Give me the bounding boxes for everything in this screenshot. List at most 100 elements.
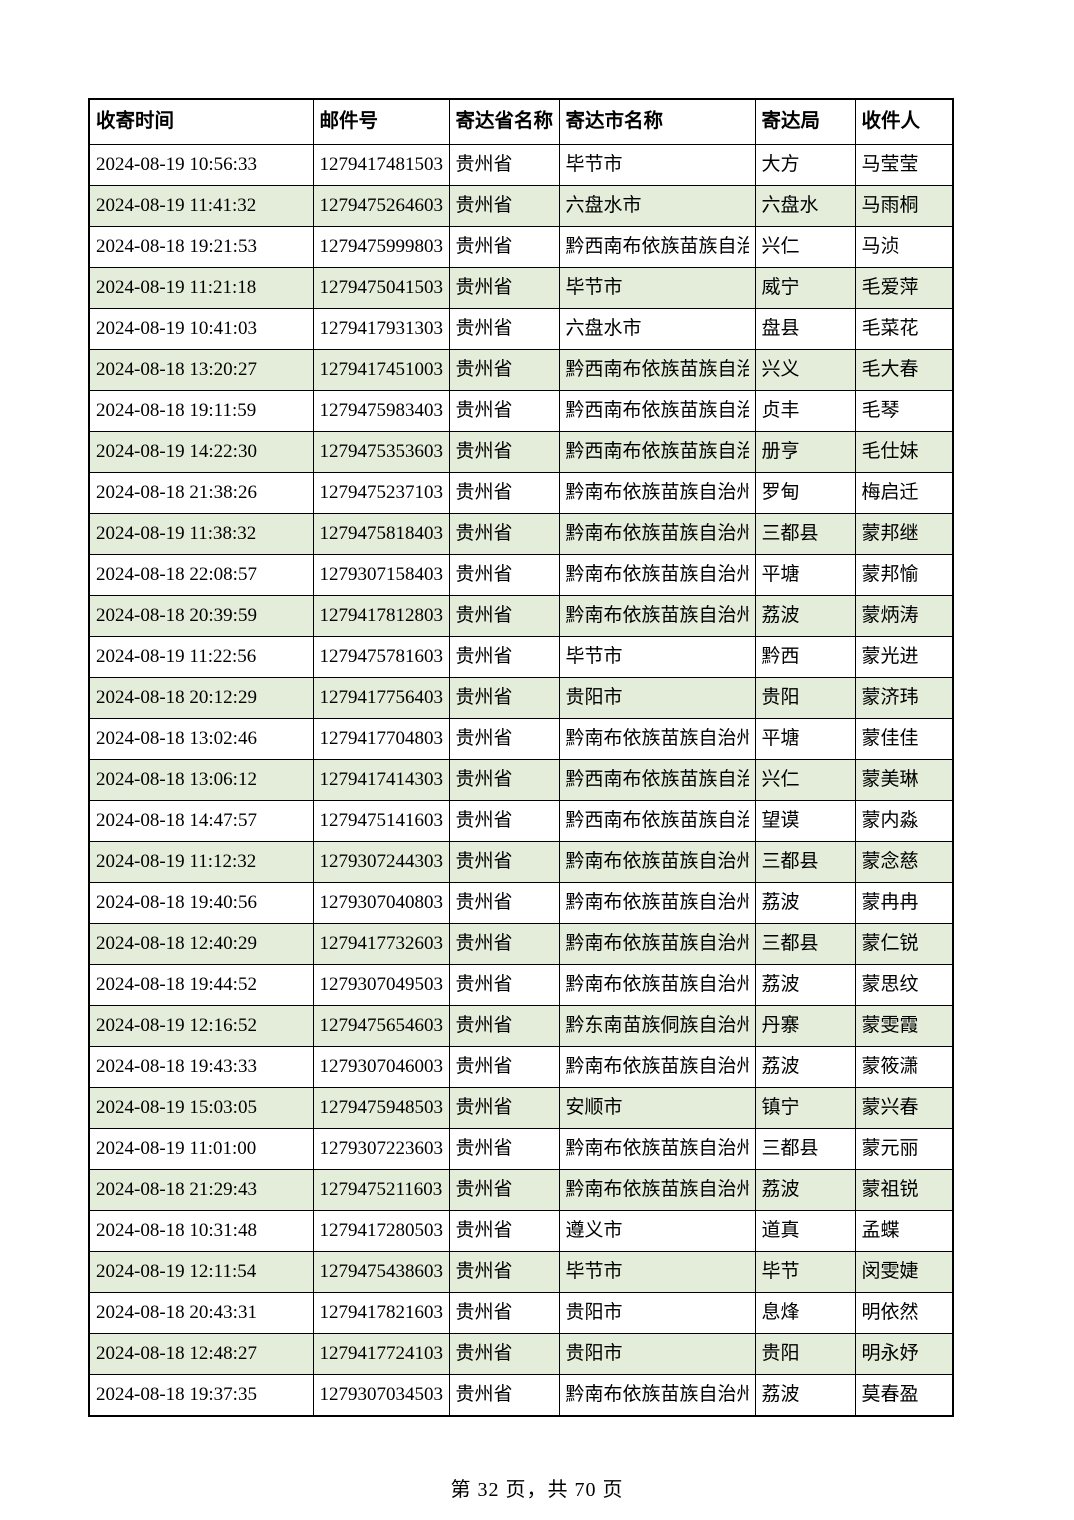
cell-province-name: 贵州省: [448, 1128, 560, 1170]
cell-delivery-office: 三都县: [754, 841, 856, 883]
cell-mail-number: 1279475818403: [312, 513, 450, 555]
cell-city-name-text: 六盘水市: [565, 195, 642, 216]
cell-mail-number: 1279307046003: [312, 1046, 450, 1088]
table-row: 2024-08-18 19:43:33 1279307046003 贵州省 黔南布依族…: [88, 1046, 954, 1088]
cell-receive-time: 2024-08-18 10:31:48: [88, 1210, 314, 1252]
cell-city-name: 黔西南布依族苗族自治州: [558, 800, 756, 842]
cell-city-name-text: 黔西南布依族苗族自治州: [565, 810, 749, 831]
cell-recipient: 马雨桐: [854, 185, 954, 227]
cell-recipient: 蒙祖锐: [854, 1169, 954, 1211]
cell-mail-number: 1279475438603: [312, 1251, 450, 1293]
cell-mail-number: 1279417451003: [312, 349, 450, 391]
cell-province-name: 贵州省: [448, 1251, 560, 1293]
cell-recipient: 明依然: [854, 1292, 954, 1334]
table-row: 2024-08-18 19:44:52 1279307049503 贵州省 黔南布依族…: [88, 964, 954, 1006]
table-row: 2024-08-18 19:37:35 1279307034503 贵州省 黔南布依族…: [88, 1374, 954, 1417]
cell-city-name: 黔南布依族苗族自治州: [558, 882, 756, 924]
cell-city-name: 黔南布依族苗族自治州: [558, 595, 756, 637]
cell-city-name: 黔西南布依族苗族自治州: [558, 431, 756, 473]
cell-province-name: 贵州省: [448, 1374, 560, 1417]
cell-mail-number: 1279475141603: [312, 800, 450, 842]
cell-receive-time: 2024-08-19 11:41:32: [88, 185, 314, 227]
cell-delivery-office: 毕节: [754, 1251, 856, 1293]
cell-province-name: 贵州省: [448, 185, 560, 227]
cell-mail-number: 1279475983403: [312, 390, 450, 432]
cell-province-name: 贵州省: [448, 1087, 560, 1129]
cell-city-name: 毕节市: [558, 267, 756, 309]
cell-city-name: 六盘水市: [558, 185, 756, 227]
cell-delivery-office: 大方: [754, 144, 856, 186]
cell-city-name-text: 黔南布依族苗族自治州: [565, 851, 749, 872]
cell-province-name: 贵州省: [448, 144, 560, 186]
cell-recipient: 蒙仁锐: [854, 923, 954, 965]
cell-receive-time: 2024-08-19 12:16:52: [88, 1005, 314, 1047]
cell-recipient: 蒙济玮: [854, 677, 954, 719]
table-row: 2024-08-19 11:41:32 1279475264603 贵州省 六盘水市 六…: [88, 185, 954, 227]
cell-receive-time: 2024-08-18 19:44:52: [88, 964, 314, 1006]
cell-delivery-office: 三都县: [754, 923, 856, 965]
cell-recipient: 毛仕妹: [854, 431, 954, 473]
table-row: 2024-08-18 22:08:57 1279307158403 贵州省 黔南布依族…: [88, 554, 954, 596]
table-row: 2024-08-18 14:47:57 1279475141603 贵州省 黔西南布依…: [88, 800, 954, 842]
cell-mail-number: 1279475781603: [312, 636, 450, 678]
cell-city-name: 黔南布依族苗族自治州: [558, 923, 756, 965]
cell-city-name: 贵阳市: [558, 1292, 756, 1334]
table-row: 2024-08-19 11:12:32 1279307244303 贵州省 黔南布依族…: [88, 841, 954, 883]
cell-city-name-text: 贵阳市: [565, 1302, 623, 1323]
cell-delivery-office: 六盘水: [754, 185, 856, 227]
cell-mail-number: 1279417280503: [312, 1210, 450, 1252]
cell-city-name-text: 黔西南布依族苗族自治州: [565, 236, 749, 257]
table-row: 2024-08-18 20:43:31 1279417821603 贵州省 贵阳市 息烽…: [88, 1292, 954, 1334]
cell-recipient: 蒙炳涛: [854, 595, 954, 637]
cell-receive-time: 2024-08-19 15:03:05: [88, 1087, 314, 1129]
table-row: 2024-08-18 10:31:48 1279417280503 贵州省 遵义市 道真…: [88, 1210, 954, 1252]
cell-receive-time: 2024-08-18 14:47:57: [88, 800, 314, 842]
table-row: 2024-08-18 19:40:56 1279307040803 贵州省 黔南布依族…: [88, 882, 954, 924]
column-header-city-name: 寄达市名称: [558, 98, 756, 145]
table-row: 2024-08-18 21:38:26 1279475237103 贵州省 黔南布依族…: [88, 472, 954, 514]
cell-province-name: 贵州省: [448, 1169, 560, 1211]
cell-receive-time: 2024-08-18 20:12:29: [88, 677, 314, 719]
cell-city-name-text: 黔西南布依族苗族自治州: [565, 441, 749, 462]
cell-recipient: 蒙思纹: [854, 964, 954, 1006]
cell-province-name: 贵州省: [448, 759, 560, 801]
table-row: 2024-08-19 11:22:56 1279475781603 贵州省 毕节市 黔西…: [88, 636, 954, 678]
cell-mail-number: 1279307034503: [312, 1374, 450, 1417]
cell-receive-time: 2024-08-18 21:38:26: [88, 472, 314, 514]
table-row: 2024-08-19 12:16:52 1279475654603 贵州省 黔东南苗族…: [88, 1005, 954, 1047]
cell-city-name: 黔南布依族苗族自治州: [558, 513, 756, 555]
cell-province-name: 贵州省: [448, 595, 560, 637]
cell-city-name-text: 毕节市: [565, 277, 623, 298]
table-row: 2024-08-19 10:56:33 1279417481503 贵州省 毕节市 大方…: [88, 144, 954, 186]
cell-province-name: 贵州省: [448, 226, 560, 268]
cell-receive-time: 2024-08-18 19:43:33: [88, 1046, 314, 1088]
cell-delivery-office: 盘县: [754, 308, 856, 350]
table-row: 2024-08-19 11:21:18 1279475041503 贵州省 毕节市 威宁…: [88, 267, 954, 309]
cell-receive-time: 2024-08-18 19:40:56: [88, 882, 314, 924]
cell-mail-number: 1279417414303: [312, 759, 450, 801]
cell-delivery-office: 荔波: [754, 882, 856, 924]
cell-recipient: 蒙邦继: [854, 513, 954, 555]
cell-mail-number: 1279307223603: [312, 1128, 450, 1170]
cell-delivery-office: 册亨: [754, 431, 856, 473]
table-row: 2024-08-19 11:38:32 1279475818403 贵州省 黔南布依族…: [88, 513, 954, 555]
cell-delivery-office: 望谟: [754, 800, 856, 842]
cell-city-name: 贵阳市: [558, 1333, 756, 1375]
table-row: 2024-08-18 13:02:46 1279417704803 贵州省 黔南布依族…: [88, 718, 954, 760]
cell-city-name-text: 黔南布依族苗族自治州: [565, 1179, 749, 1200]
cell-receive-time: 2024-08-18 13:02:46: [88, 718, 314, 760]
cell-mail-number: 1279475211603: [312, 1169, 450, 1211]
cell-city-name-text: 毕节市: [565, 1261, 623, 1282]
cell-city-name-text: 黔南布依族苗族自治州: [565, 933, 749, 954]
cell-mail-number: 1279417704803: [312, 718, 450, 760]
cell-receive-time: 2024-08-18 19:37:35: [88, 1374, 314, 1417]
cell-delivery-office: 三都县: [754, 1128, 856, 1170]
cell-recipient: 蒙雯霞: [854, 1005, 954, 1047]
cell-city-name-text: 安顺市: [565, 1097, 623, 1118]
cell-delivery-office: 荔波: [754, 595, 856, 637]
cell-receive-time: 2024-08-19 11:22:56: [88, 636, 314, 678]
column-header-recipient: 收件人: [854, 98, 954, 145]
cell-recipient: 孟蝶: [854, 1210, 954, 1252]
cell-mail-number: 1279417821603: [312, 1292, 450, 1334]
